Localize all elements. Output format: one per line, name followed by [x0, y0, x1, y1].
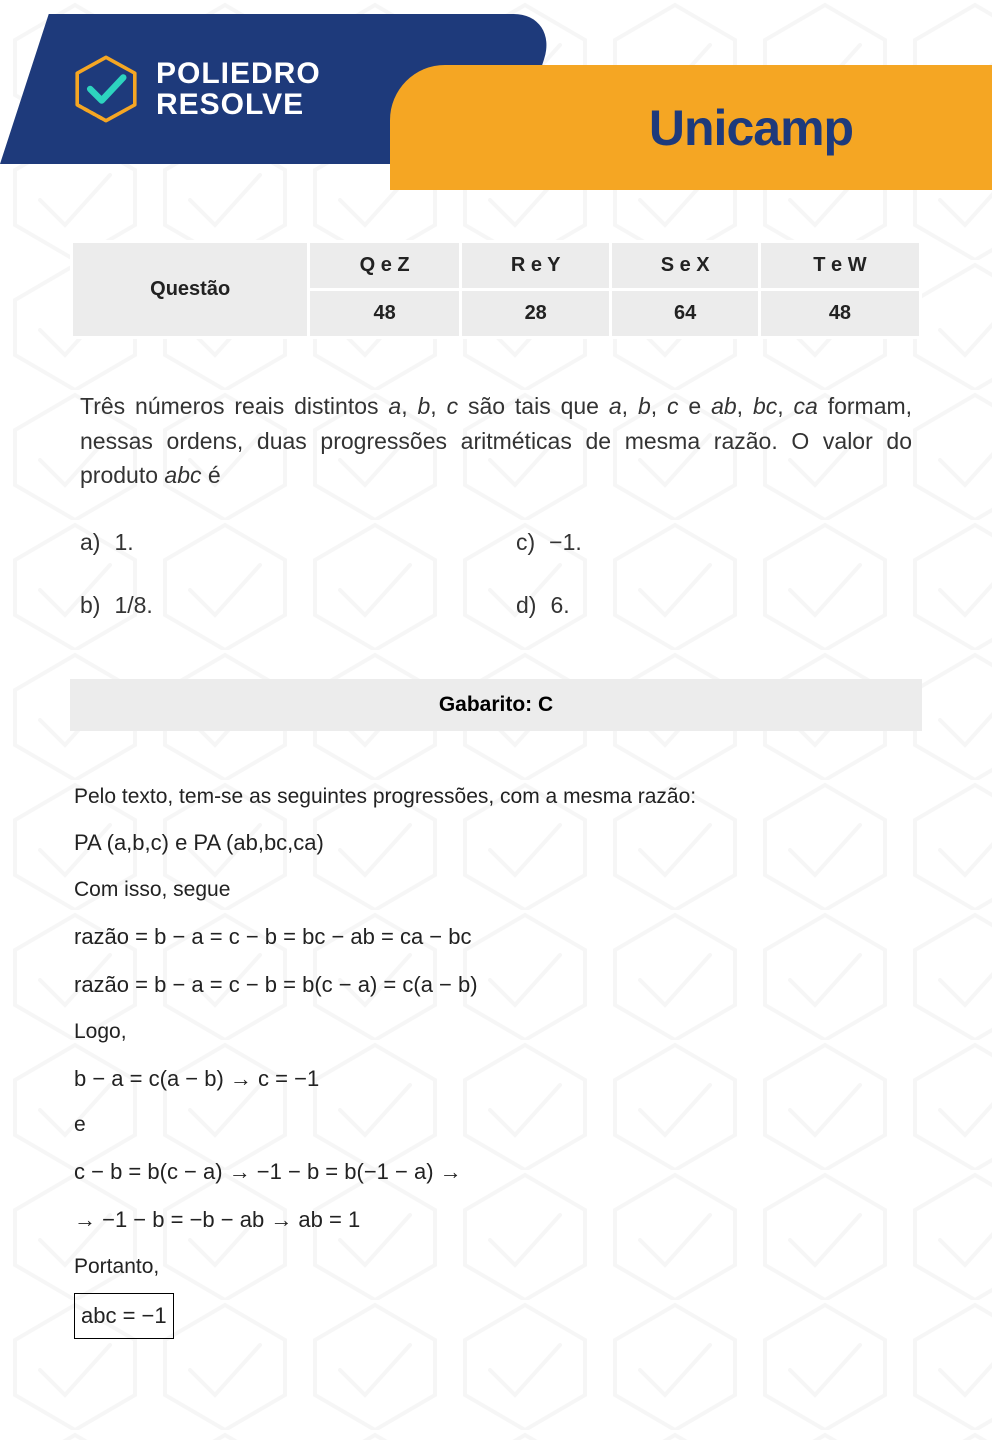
question-table: Questão Q e Z R e Y S e X T e W 48 28 64…	[70, 240, 922, 339]
option-a: a)1.	[80, 529, 476, 556]
solution-text: Com isso, segue	[74, 870, 918, 910]
answer-key-bar: Gabarito: C	[70, 679, 922, 731]
exam-banner: Unicamp	[390, 65, 992, 190]
table-col-header: Q e Z	[309, 242, 461, 290]
solution-eq: c − b = b(c − a) → −1 − b = b(−1 − a) →	[74, 1151, 918, 1193]
option-d: d)6.	[516, 592, 912, 619]
table-row-label: Questão	[72, 242, 309, 338]
table-col-header: S e X	[611, 242, 759, 290]
solution-eq: PA (a,b,c) e PA (ab,bc,ca)	[74, 822, 918, 864]
brand-banner: POLIEDRO RESOLVE	[0, 14, 321, 164]
option-grid: a)1. c)−1. b)1/8. d)6.	[80, 529, 912, 619]
page-header: Unicamp POLIEDRO RESOLVE	[0, 0, 992, 190]
table-cell: 28	[460, 290, 611, 338]
solution-final: abc = −1	[74, 1293, 918, 1339]
brand-line2: RESOLVE	[156, 89, 321, 121]
solution-eq: b − a = c(a − b) → c = −1	[74, 1058, 918, 1100]
question-text: Três números reais distintos a, b, c são…	[80, 389, 912, 493]
exam-name: Unicamp	[649, 99, 853, 157]
page-content: Questão Q e Z R e Y S e X T e W 48 28 64…	[0, 190, 992, 1339]
solution-text: Pelo texto, tem-se as seguintes progress…	[74, 777, 918, 817]
solution-text: e	[74, 1105, 918, 1145]
option-b: b)1/8.	[80, 592, 476, 619]
brand-logo-icon	[70, 53, 142, 125]
solution-text: Portanto,	[74, 1247, 918, 1287]
table-cell: 48	[759, 290, 920, 338]
table-cell: 48	[309, 290, 461, 338]
table-cell: 64	[611, 290, 759, 338]
table-col-header: T e W	[759, 242, 920, 290]
solution-eq: razão = b − a = c − b = bc − ab = ca − b…	[74, 916, 918, 958]
brand-line1: POLIEDRO	[156, 58, 321, 90]
solution-eq: razão = b − a = c − b = b(c − a) = c(a −…	[74, 964, 918, 1006]
table-col-header: R e Y	[460, 242, 611, 290]
solution-block: Pelo texto, tem-se as seguintes progress…	[74, 777, 918, 1339]
brand-text: POLIEDRO RESOLVE	[156, 58, 321, 121]
option-c: c)−1.	[516, 529, 912, 556]
solution-eq: → −1 − b = −b − ab → ab = 1	[74, 1199, 918, 1241]
solution-text: Logo,	[74, 1012, 918, 1052]
